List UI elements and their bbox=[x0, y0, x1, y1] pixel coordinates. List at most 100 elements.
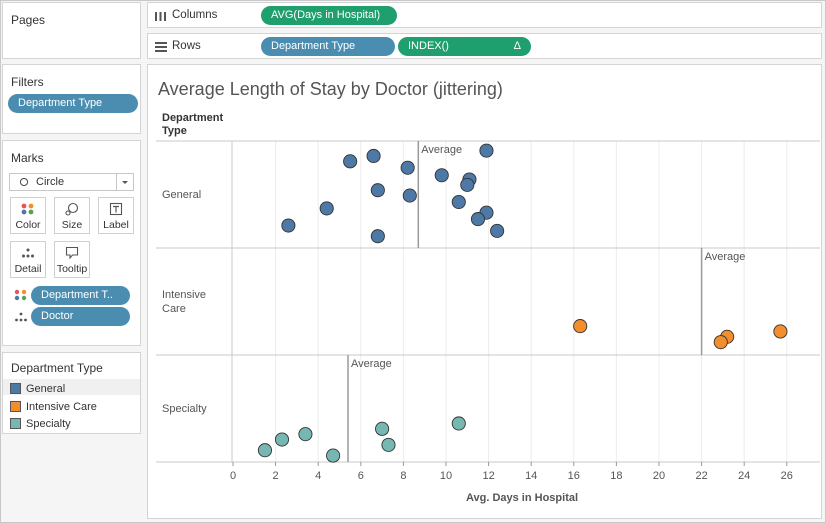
data-point[interactable] bbox=[773, 324, 788, 339]
chart-title: Average Length of Stay by Doctor (jitter… bbox=[158, 79, 503, 99]
filters-card[interactable]: Filters Department Type bbox=[2, 64, 141, 134]
mark-type-label: Circle bbox=[36, 176, 65, 188]
tick-label: 20 bbox=[653, 470, 665, 482]
detail-button-label: Detail bbox=[14, 263, 42, 275]
filter-pill-department-type[interactable]: Department Type bbox=[8, 94, 138, 113]
tooltip-icon bbox=[65, 246, 79, 260]
legend-item-general[interactable]: General bbox=[10, 382, 65, 396]
dropdown-toggle[interactable] bbox=[116, 174, 133, 190]
tick-label: 24 bbox=[738, 470, 750, 482]
data-point[interactable] bbox=[573, 319, 588, 334]
data-point[interactable] bbox=[366, 148, 381, 164]
rows-pill-department-type[interactable]: Department Type bbox=[261, 37, 395, 56]
size-icon bbox=[65, 202, 79, 216]
filters-title: Filters bbox=[11, 75, 44, 89]
marks-pill-department-type[interactable]: Department T.. bbox=[31, 286, 130, 305]
data-point[interactable] bbox=[257, 443, 272, 458]
data-point[interactable] bbox=[451, 416, 466, 431]
index-pill-label: INDEX() bbox=[408, 40, 449, 52]
data-point[interactable] bbox=[713, 335, 728, 350]
tick-label: 10 bbox=[440, 470, 452, 482]
data-point[interactable] bbox=[281, 218, 296, 233]
tooltip-button-label: Tooltip bbox=[56, 263, 88, 275]
detail-dots-icon bbox=[22, 248, 34, 258]
tick-label: 0 bbox=[230, 470, 236, 482]
marks-pill-doctor[interactable]: Doctor bbox=[31, 307, 130, 326]
text-label-icon bbox=[109, 202, 123, 216]
tick-label: 12 bbox=[482, 470, 494, 482]
tick-label: 4 bbox=[315, 470, 321, 482]
data-point[interactable] bbox=[460, 177, 475, 192]
chevron-down-icon bbox=[122, 181, 128, 184]
x-axis-label: Avg. Days in Hospital bbox=[466, 492, 578, 504]
label-button[interactable]: Label bbox=[98, 197, 134, 234]
rows-shelf[interactable]: Rows Department Type INDEX() Δ bbox=[147, 33, 822, 59]
detail-dots-icon bbox=[15, 312, 27, 322]
legend-highlight bbox=[3, 379, 140, 395]
color-button-label: Color bbox=[15, 219, 41, 231]
legend-swatch bbox=[10, 418, 21, 429]
tick-label: 14 bbox=[525, 470, 537, 482]
detail-button[interactable]: Detail bbox=[10, 241, 46, 278]
data-point[interactable] bbox=[451, 194, 466, 210]
data-point[interactable] bbox=[298, 427, 313, 442]
color-button[interactable]: Color bbox=[10, 197, 46, 234]
row-label-specialty[interactable]: Specialty bbox=[162, 403, 207, 415]
tick-label: 16 bbox=[568, 470, 580, 482]
row-label-intensive-care[interactable]: Intensive Care bbox=[162, 289, 207, 315]
tick-label: 2 bbox=[273, 470, 279, 482]
circle-mark-icon bbox=[19, 177, 29, 187]
row-header-label: Department Type bbox=[162, 112, 224, 137]
average-label: Average bbox=[705, 251, 746, 263]
tick-label: 18 bbox=[610, 470, 622, 482]
tick-label: 8 bbox=[400, 470, 406, 482]
legend-swatch bbox=[10, 383, 21, 394]
tick-label: 22 bbox=[695, 470, 707, 482]
data-point[interactable] bbox=[326, 448, 341, 463]
legend-label: Specialty bbox=[26, 418, 71, 430]
columns-pill-avg-days[interactable]: AVG(Days in Hospital) bbox=[261, 6, 397, 25]
size-button-label: Size bbox=[61, 219, 83, 231]
data-point[interactable] bbox=[370, 183, 385, 198]
data-point[interactable] bbox=[400, 160, 415, 175]
average-label: Average bbox=[421, 144, 462, 156]
row-label-general[interactable]: General bbox=[162, 189, 202, 201]
data-point[interactable] bbox=[274, 432, 290, 447]
columns-shelf[interactable]: Columns AVG(Days in Hospital) bbox=[147, 2, 822, 28]
marks-title: Marks bbox=[11, 151, 44, 165]
tick-label: 26 bbox=[781, 470, 793, 482]
data-point[interactable] bbox=[479, 143, 494, 158]
data-point[interactable] bbox=[343, 154, 358, 169]
color-dots-icon bbox=[14, 289, 27, 301]
legend-item-intensive-care[interactable]: Intensive Care bbox=[10, 400, 97, 414]
rows-icon bbox=[155, 42, 167, 52]
mark-type-dropdown[interactable]: Circle bbox=[9, 173, 134, 191]
legend-label: Intensive Care bbox=[26, 401, 97, 413]
data-point[interactable] bbox=[319, 201, 334, 216]
tooltip-button[interactable]: Tooltip bbox=[54, 241, 90, 278]
viz-pane[interactable]: Average Length of Stay by Doctor (jitter… bbox=[147, 64, 822, 519]
color-dots-icon bbox=[21, 203, 34, 215]
rows-pill-index[interactable]: INDEX() Δ bbox=[398, 37, 531, 56]
columns-label: Columns bbox=[172, 9, 218, 21]
data-point[interactable] bbox=[470, 212, 486, 227]
data-point[interactable] bbox=[375, 421, 390, 436]
data-point[interactable] bbox=[381, 437, 396, 452]
data-point[interactable] bbox=[370, 229, 385, 244]
rows-label: Rows bbox=[172, 40, 201, 52]
average-label: Average bbox=[351, 358, 392, 370]
data-point[interactable] bbox=[434, 168, 449, 183]
legend-label: General bbox=[26, 383, 66, 395]
pages-card[interactable]: Pages bbox=[2, 2, 141, 59]
size-button[interactable]: Size bbox=[54, 197, 90, 234]
legend-title: Department Type bbox=[11, 361, 103, 375]
legend-card[interactable]: Department Type General Intensive Care S… bbox=[2, 352, 141, 434]
data-point[interactable] bbox=[490, 223, 505, 238]
legend-swatch bbox=[10, 401, 21, 412]
legend-item-specialty[interactable]: Specialty bbox=[10, 417, 71, 431]
data-point[interactable] bbox=[402, 188, 417, 203]
columns-icon bbox=[155, 12, 166, 21]
label-button-label: Label bbox=[103, 219, 129, 231]
pages-title: Pages bbox=[11, 13, 46, 27]
